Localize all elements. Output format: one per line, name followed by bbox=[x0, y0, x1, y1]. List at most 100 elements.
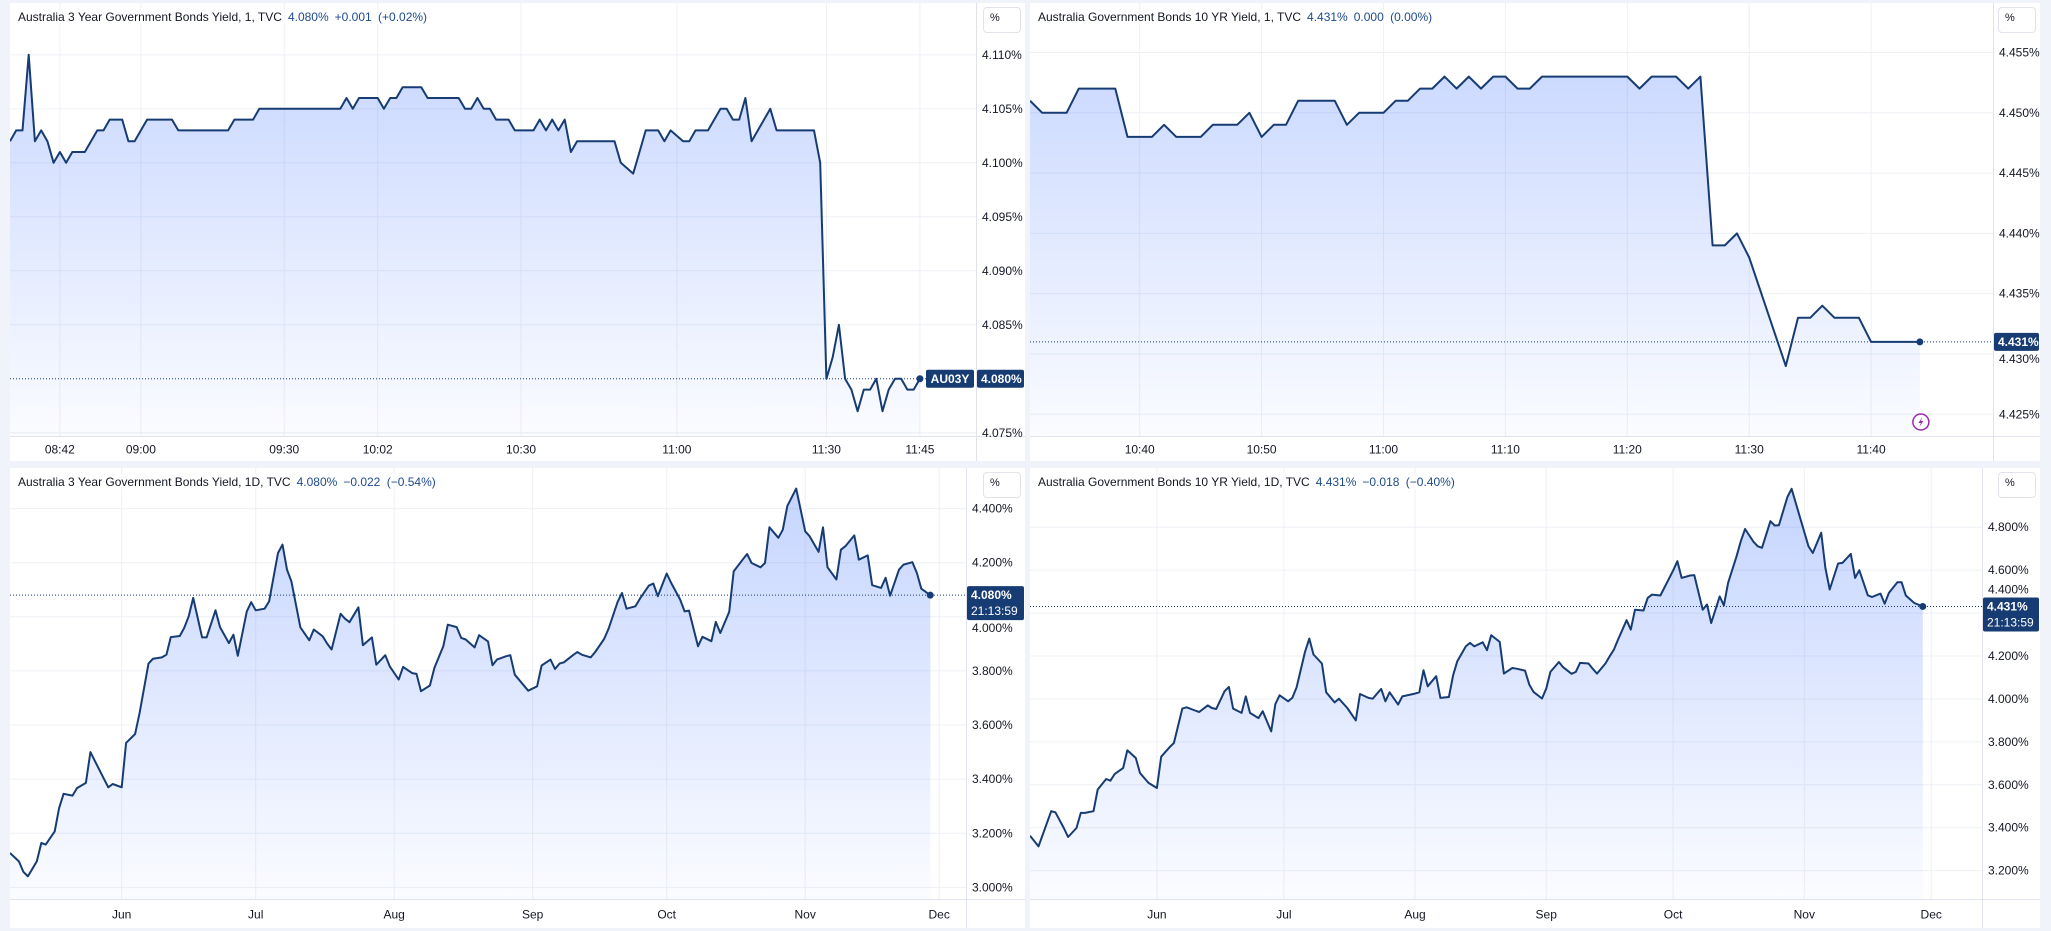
x-tick-label: 11:20 bbox=[1613, 443, 1642, 457]
series-area bbox=[1030, 76, 1920, 436]
y-tick-label: 4.095% bbox=[982, 210, 1023, 224]
x-tick-label: 11:45 bbox=[905, 443, 934, 457]
change-value: −0.022 bbox=[343, 475, 381, 489]
last-price-label: 4.431% bbox=[1998, 335, 2039, 349]
symbol-title: Australia Government Bonds 10 YR Yield, … bbox=[1038, 475, 1310, 489]
y-tick-label: 4.105% bbox=[982, 102, 1023, 116]
y-tick-label: 4.455% bbox=[1999, 45, 2040, 59]
last-price-label-bg bbox=[1994, 332, 2039, 351]
x-tick-label: Oct bbox=[1664, 908, 1683, 922]
y-tick-label: 4.000% bbox=[1988, 692, 2029, 706]
change-value: 0.000 bbox=[1353, 10, 1384, 24]
y-tick-label: 3.200% bbox=[972, 826, 1013, 840]
last-value: 4.431% bbox=[1307, 10, 1348, 24]
y-tick-label: 3.800% bbox=[972, 664, 1013, 678]
y-tick-label: 4.100% bbox=[982, 156, 1023, 170]
x-tick-label: Aug bbox=[1404, 908, 1425, 922]
last-value: 4.080% bbox=[296, 475, 338, 489]
x-tick-label: Aug bbox=[384, 908, 405, 922]
change-percent: (−0.40%) bbox=[1405, 475, 1455, 489]
y-tick-label: 3.800% bbox=[1988, 735, 2029, 749]
y-tick-label: 4.430% bbox=[1999, 352, 2040, 366]
last-price-label-bg bbox=[977, 369, 1024, 388]
chart-canvas[interactable]: 4.110% 4.105% 4.100% 4.095% 4.090% 4.085% 4.07… bbox=[10, 3, 1025, 461]
chart-legend: Australia 3 Year Government Bonds Yield,… bbox=[18, 475, 436, 489]
symbol-title: Australia 3 Year Government Bonds Yield,… bbox=[18, 475, 291, 489]
x-tick-label: 09:00 bbox=[126, 443, 156, 457]
percent-scale-button[interactable]: % bbox=[1998, 472, 2036, 498]
x-tick-label: Jul bbox=[248, 908, 263, 922]
x-tick-label: 11:30 bbox=[812, 443, 841, 457]
y-tick-label: 4.090% bbox=[982, 264, 1023, 278]
y-tick-label: 3.200% bbox=[1988, 864, 2029, 878]
y-tick-label: 4.435% bbox=[1999, 287, 2040, 301]
y-tick-label: 4.440% bbox=[1999, 226, 2040, 240]
last-point-marker bbox=[926, 591, 934, 599]
x-tick-label: Jul bbox=[1276, 908, 1291, 922]
y-tick-label: 3.000% bbox=[972, 880, 1013, 894]
y-tick-label: 3.600% bbox=[972, 718, 1013, 732]
y-tick-label: 4.110% bbox=[982, 48, 1022, 62]
last-price-label: 4.080% bbox=[981, 372, 1022, 386]
percent-scale-button[interactable]: % bbox=[1998, 7, 2036, 33]
series-line[interactable] bbox=[1030, 75, 1920, 367]
series-area bbox=[10, 488, 931, 899]
series-area bbox=[1030, 488, 1923, 899]
series-line[interactable] bbox=[10, 487, 931, 878]
series-line[interactable] bbox=[1030, 487, 1924, 848]
x-tick-label: 10:30 bbox=[506, 443, 536, 457]
x-tick-label: 10:50 bbox=[1247, 443, 1277, 457]
y-tick-label: 3.400% bbox=[972, 772, 1013, 786]
x-tick-label: Dec bbox=[1921, 908, 1942, 922]
last-point-marker bbox=[916, 375, 924, 383]
chart-panel-au3y-intraday[interactable]: Australia 3 Year Government Bonds Yield,… bbox=[10, 3, 1025, 461]
x-tick-label: 09:30 bbox=[269, 443, 299, 457]
x-tick-label: 10:02 bbox=[363, 443, 393, 457]
x-tick-label: Nov bbox=[1794, 908, 1815, 922]
percent-scale-button[interactable]: % bbox=[983, 7, 1021, 33]
y-tick-label: 4.085% bbox=[982, 318, 1023, 332]
last-price-label: 4.080% bbox=[971, 588, 1012, 602]
y-tick-label: 4.400% bbox=[1988, 582, 2029, 596]
x-tick-label: Dec bbox=[929, 908, 950, 922]
chart-legend: Australia 3 Year Government Bonds Yield,… bbox=[18, 10, 428, 24]
series-area bbox=[10, 54, 920, 437]
x-tick-label: Oct bbox=[657, 908, 676, 922]
y-tick-label: 4.075% bbox=[982, 426, 1023, 440]
last-value: 4.431% bbox=[1315, 475, 1357, 489]
x-tick-label: 08:42 bbox=[45, 443, 75, 457]
last-price-label-bg bbox=[1983, 597, 2039, 632]
chart-panel-au10y-intraday[interactable]: Australia Government Bonds 10 YR Yield, … bbox=[1030, 3, 2040, 461]
last-point-marker bbox=[1919, 602, 1927, 610]
chart-legend: Australia Government Bonds 10 YR Yield, … bbox=[1038, 10, 1433, 24]
symbol-title: Australia 3 Year Government Bonds Yield,… bbox=[18, 10, 282, 24]
x-tick-label: Jun bbox=[1147, 908, 1166, 922]
last-point-marker bbox=[1916, 338, 1924, 346]
chart-panel-au3y-daily[interactable]: Australia 3 Year Government Bonds Yield,… bbox=[10, 468, 1025, 928]
y-tick-label: 4.450% bbox=[1999, 106, 2040, 120]
y-tick-label: 4.800% bbox=[1988, 520, 2029, 534]
lightning-icon[interactable] bbox=[1912, 413, 1930, 431]
percent-scale-button[interactable]: % bbox=[983, 472, 1021, 498]
bar-countdown: 21:13:59 bbox=[971, 604, 1018, 618]
x-tick-label: 11:30 bbox=[1735, 443, 1764, 457]
y-tick-label: 4.200% bbox=[972, 556, 1013, 570]
last-price-label-bg bbox=[967, 586, 1024, 621]
chart-canvas[interactable]: 4.800% 4.600% 4.400% 4.200% 4.000% 3.800% 3.60… bbox=[1030, 468, 2040, 928]
x-tick-label: Sep bbox=[522, 908, 544, 922]
symbol-label: AU03Y bbox=[931, 372, 970, 386]
y-tick-label: 3.600% bbox=[1988, 778, 2029, 792]
chart-canvas[interactable]: 4.400% 4.200% 4.000% 3.800% 3.600% 3.400% 3.20… bbox=[10, 468, 1025, 928]
symbol-label-bg bbox=[926, 369, 974, 388]
chart-canvas[interactable]: 4.455% 4.450% 4.445% 4.440% 4.435% 4.430% 4.42… bbox=[1030, 3, 2040, 461]
change-percent: (+0.02%) bbox=[378, 10, 428, 24]
x-tick-label: Nov bbox=[795, 908, 816, 922]
y-tick-label: 4.445% bbox=[1999, 166, 2040, 180]
change-percent: (0.00%) bbox=[1390, 10, 1433, 24]
y-tick-label: 4.400% bbox=[972, 502, 1013, 516]
change-value: +0.001 bbox=[334, 10, 372, 24]
x-tick-label: 11:00 bbox=[1369, 443, 1398, 457]
x-tick-label: Sep bbox=[1536, 908, 1558, 922]
chart-panel-au10y-daily[interactable]: Australia Government Bonds 10 YR Yield, … bbox=[1030, 468, 2040, 928]
y-tick-label: 4.425% bbox=[1999, 407, 2040, 421]
